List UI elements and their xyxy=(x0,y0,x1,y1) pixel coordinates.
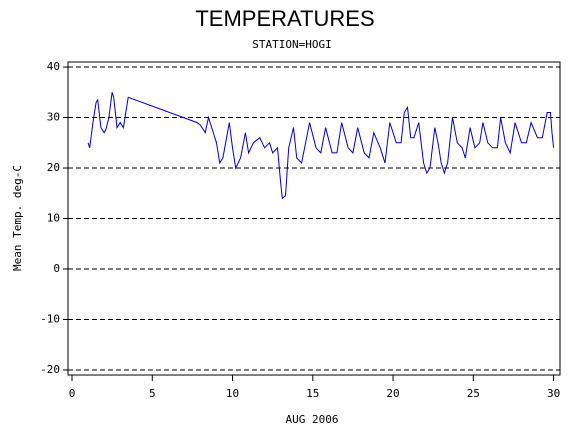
chart-title: TEMPERATURES xyxy=(195,6,374,31)
y-tick-label: 0 xyxy=(53,262,60,275)
y-tick-label: 20 xyxy=(47,161,60,174)
x-axis-label: AUG 2006 xyxy=(286,413,339,426)
data-line xyxy=(87,92,555,200)
x-tick-label: 20 xyxy=(386,387,399,400)
y-tick-label: 40 xyxy=(47,60,60,73)
y-tick-label: -20 xyxy=(40,363,60,376)
y-tick-label: 30 xyxy=(47,111,60,124)
y-tick-label: -10 xyxy=(40,312,60,325)
x-tick-label: 10 xyxy=(226,387,239,400)
y-axis-label: Mean Temp. deg-C xyxy=(11,165,24,271)
x-tick-label: 0 xyxy=(69,387,76,400)
x-tick-label: 15 xyxy=(306,387,319,400)
x-tick-label: 25 xyxy=(467,387,480,400)
y-tick-label: 10 xyxy=(47,212,60,225)
x-tick-label: 30 xyxy=(547,387,560,400)
chart-subtitle: STATION=HOGI xyxy=(252,38,331,51)
x-tick-label: 5 xyxy=(149,387,156,400)
